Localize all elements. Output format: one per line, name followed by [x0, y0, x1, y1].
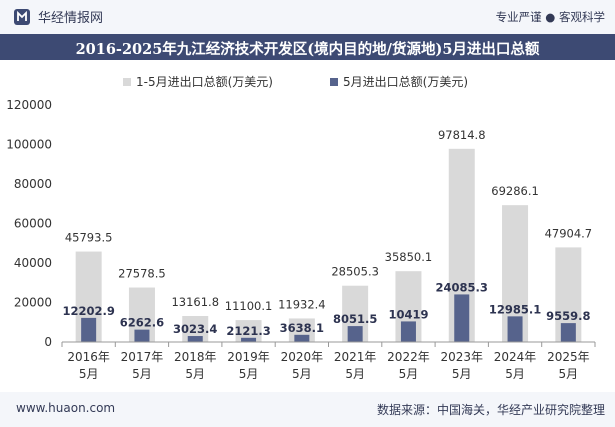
y-tick-label: 0 [44, 335, 52, 349]
x-tick-label-month: 5月 [79, 367, 99, 381]
y-tick-label: 20000 [14, 296, 52, 310]
x-tick-label-year: 2016年 [67, 350, 110, 364]
x-tick-label-year: 2022年 [387, 350, 430, 364]
x-tick-label-year: 2023年 [440, 350, 483, 364]
bar-may [187, 336, 203, 342]
data-label-total: 28505.3 [331, 265, 379, 279]
bar-may [454, 294, 470, 342]
x-tick-label-month: 5月 [132, 367, 152, 381]
x-tick-label-year: 2021年 [334, 350, 377, 364]
tagline: 专业严谨 ● 客观科学 [495, 10, 605, 24]
huajing-logo-icon [14, 9, 30, 25]
data-label-total: 69286.1 [491, 184, 539, 198]
data-label-total: 27578.5 [118, 267, 166, 281]
y-tick-label: 100000 [6, 138, 52, 152]
data-label-may: 24085.3 [436, 280, 488, 294]
bar-chart: 1-5月进出口总额(万美元) 5月进出口总额(万美元) 0 20000 40000 6… [6, 75, 596, 381]
x-tick-label-month: 5月 [292, 367, 312, 381]
brand-name: 华经情报网 [38, 11, 104, 26]
y-axis: 0 20000 40000 60000 80000 100000 120000 [6, 98, 52, 349]
title-bar [0, 34, 615, 60]
bar-may [347, 326, 363, 342]
data-label-total: 45793.5 [65, 231, 113, 245]
bar-total [235, 320, 262, 342]
data-label-may: 3638.1 [280, 321, 324, 335]
data-label-total: 47904.7 [545, 226, 593, 240]
legend: 1-5月进出口总额(万美元) 5月进出口总额(万美元) [123, 75, 468, 89]
data-label-total: 35850.1 [385, 250, 433, 264]
y-tick-label: 60000 [14, 217, 52, 231]
data-label-may: 6262.6 [120, 316, 164, 330]
bar-may [241, 337, 257, 342]
bar-may [294, 334, 310, 342]
y-tick-label: 120000 [6, 98, 52, 112]
y-tick-label: 40000 [14, 256, 52, 270]
website-link[interactable]: www.huaon.com [16, 401, 116, 415]
data-label-may: 9559.8 [546, 309, 590, 323]
bar-may [81, 317, 97, 342]
bar-may [134, 329, 150, 342]
bar-may [560, 323, 576, 342]
legend-label-may: 5月进出口总额(万美元) [343, 75, 468, 89]
chart-title: 2016-2025年九江经济技术开发区(境内目的地/货源地)5月进出口总额 [75, 41, 540, 58]
x-tick-label-year: 2024年 [494, 350, 537, 364]
header-bar [0, 0, 615, 34]
data-label-may: 3023.4 [173, 322, 217, 336]
x-tick-label-year: 2020年 [281, 350, 324, 364]
y-tick-label: 80000 [14, 177, 52, 191]
legend-swatch-total [123, 78, 131, 86]
data-source: 数据来源：中国海关，华经产业研究院整理 [376, 403, 605, 417]
x-tick-label-month: 5月 [399, 367, 419, 381]
x-tick-label-month: 5月 [239, 367, 259, 381]
x-tick-label-year: 2017年 [121, 350, 164, 364]
data-label-may: 10419 [388, 307, 428, 321]
data-label-total: 13161.8 [171, 295, 219, 309]
x-tick-label-month: 5月 [345, 367, 365, 381]
x-tick-label-month: 5月 [559, 367, 579, 381]
x-tick-label-year: 2025年 [547, 350, 590, 364]
data-label-total: 97814.8 [438, 128, 486, 142]
bars: 45793.5 12202.9 27578.5 6262.6 13161.8 3023.4… [62, 128, 592, 342]
x-tick-label-month: 5月 [505, 367, 525, 381]
x-tick-label-year: 2019年 [227, 350, 270, 364]
bar-may [507, 316, 523, 342]
bar-may [400, 321, 416, 342]
legend-swatch-may [330, 78, 338, 86]
data-label-total: 11100.1 [225, 299, 273, 313]
x-axis: 2016年 5月 2017年 5月 2018年 5月 2019年 5月 2020年 5月 2021年… [61, 341, 596, 381]
x-tick-label-month: 5月 [185, 367, 205, 381]
legend-label-total: 1-5月进出口总额(万美元) [136, 75, 273, 89]
data-label-may: 12985.1 [489, 302, 541, 316]
x-tick-label-month: 5月 [452, 367, 472, 381]
x-tick-label-year: 2018年 [174, 350, 217, 364]
data-label-may: 12202.9 [62, 304, 114, 318]
data-label-may: 8051.5 [333, 312, 377, 326]
footer-bar [0, 392, 615, 427]
data-label-total: 11932.4 [278, 297, 326, 311]
data-label-may: 2121.3 [226, 324, 270, 338]
